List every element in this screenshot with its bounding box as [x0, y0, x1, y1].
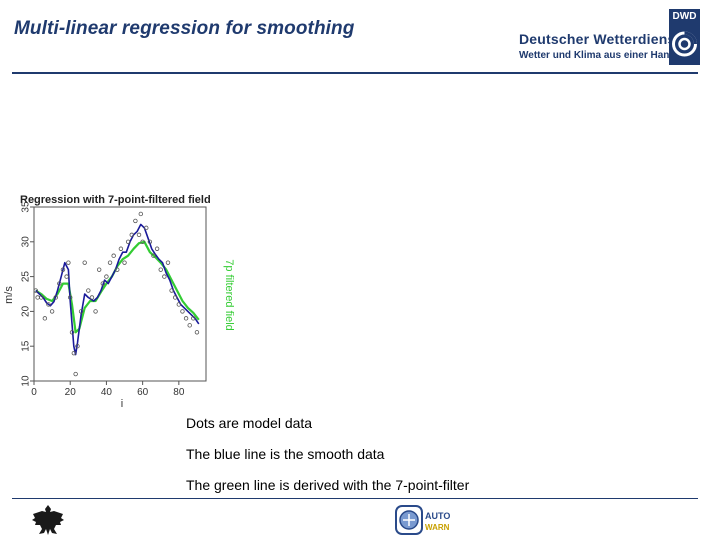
model-data-point	[162, 274, 167, 279]
dwd-org-name: Deutscher Wetterdienst	[519, 31, 681, 47]
model-data-point	[129, 232, 134, 238]
plot-frame	[33, 206, 207, 382]
dwd-slogan: Wetter und Klima aus einer Hand	[519, 50, 676, 61]
model-data-point	[75, 343, 80, 349]
model-data-point	[173, 295, 178, 300]
caption-green-line: The green line is derived with the 7-poi…	[186, 477, 470, 493]
model-data-point	[118, 246, 124, 251]
y-tick-label: 25	[21, 271, 32, 283]
model-data-point	[191, 316, 196, 321]
model-data-point	[68, 295, 73, 300]
model-data-point	[57, 281, 62, 286]
footer-divider	[12, 498, 698, 499]
model-data-point	[125, 239, 131, 244]
regression-chart: Regression with 7-point-filtered field 10…	[3, 194, 235, 410]
model-data-point	[169, 288, 174, 293]
y-tick-label: 35	[21, 201, 32, 213]
model-data-point	[187, 323, 192, 328]
x-axis-label: i	[121, 398, 123, 410]
model-data-point	[180, 309, 185, 314]
model-data-point	[144, 225, 149, 231]
model-data-point	[115, 267, 120, 272]
model-data-point	[71, 350, 77, 356]
model-data-point	[66, 260, 71, 265]
model-data-point	[158, 267, 163, 272]
dwd-logo: DWD	[669, 9, 700, 65]
y-tick-label: 15	[21, 340, 32, 352]
model-data-point	[64, 274, 69, 279]
model-data-point	[73, 371, 78, 377]
model-data-point	[104, 274, 109, 279]
x-tick-label: 80	[173, 387, 185, 398]
model-data-point	[89, 295, 95, 300]
green-filter-line	[35, 240, 200, 334]
y-tick-label: 20	[21, 305, 32, 317]
model-data-point	[100, 281, 105, 286]
caption-dots: Dots are model data	[186, 415, 313, 431]
caption-blue-line: The blue line is the smooth data	[186, 446, 385, 462]
model-data-point	[96, 267, 102, 272]
model-data-point	[136, 232, 142, 238]
dwd-logo-label: DWD	[672, 11, 697, 22]
chart-title: Regression with 7-point-filtered field	[20, 194, 211, 206]
y-tick-label: 30	[21, 236, 32, 248]
model-data-point	[133, 218, 138, 224]
model-data-point	[165, 260, 171, 265]
model-data-point	[154, 246, 160, 251]
model-data-point	[140, 239, 145, 244]
model-data-point	[42, 316, 48, 321]
dwd-wordmark: Deutscher Wetterdienst Wetter und Klima …	[519, 31, 680, 61]
federal-eagle-icon	[32, 505, 64, 535]
model-data-point	[82, 260, 87, 265]
model-data-point	[53, 295, 58, 300]
svg-text:WARN: WARN	[425, 523, 450, 532]
model-data-point	[147, 239, 153, 244]
model-data-point	[46, 302, 51, 307]
model-data-point	[49, 309, 55, 314]
autowarn-logo: AUTO WARN	[395, 505, 450, 535]
autowarn-logo-text: AUTO	[425, 511, 450, 521]
model-data-point	[111, 253, 116, 258]
model-data-point	[107, 260, 113, 265]
model-data-point	[60, 267, 66, 272]
model-data-point	[138, 211, 144, 217]
model-data-point	[183, 316, 189, 321]
model-data-point	[176, 302, 182, 307]
right-axis-label: 7p filtered field	[223, 259, 235, 331]
y-axis-label: m/s	[3, 286, 15, 304]
model-data-point	[39, 295, 44, 300]
slide-title: Multi-linear regression for smoothing	[14, 18, 355, 39]
x-tick-label: 40	[101, 387, 113, 398]
x-tick-label: 20	[65, 387, 77, 398]
model-data-point	[194, 330, 200, 335]
model-data-point	[33, 288, 39, 293]
model-data-point	[93, 309, 98, 314]
dwd-swirl-icon	[672, 31, 697, 57]
model-data-point	[78, 309, 84, 314]
y-tick-label: 10	[21, 375, 32, 387]
model-data-point	[122, 260, 127, 265]
model-data-point	[35, 295, 40, 300]
x-tick-label: 0	[31, 387, 37, 398]
model-data-point	[86, 288, 91, 293]
model-data-point	[151, 253, 156, 258]
title-divider	[12, 72, 698, 74]
model-data-point	[69, 330, 75, 335]
x-tick-label: 60	[137, 387, 149, 398]
